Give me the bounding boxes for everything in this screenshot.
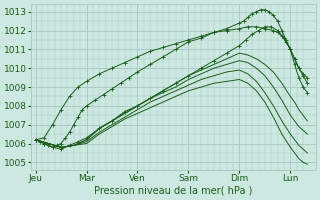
X-axis label: Pression niveau de la mer( hPa ): Pression niveau de la mer( hPa ): [94, 186, 253, 196]
